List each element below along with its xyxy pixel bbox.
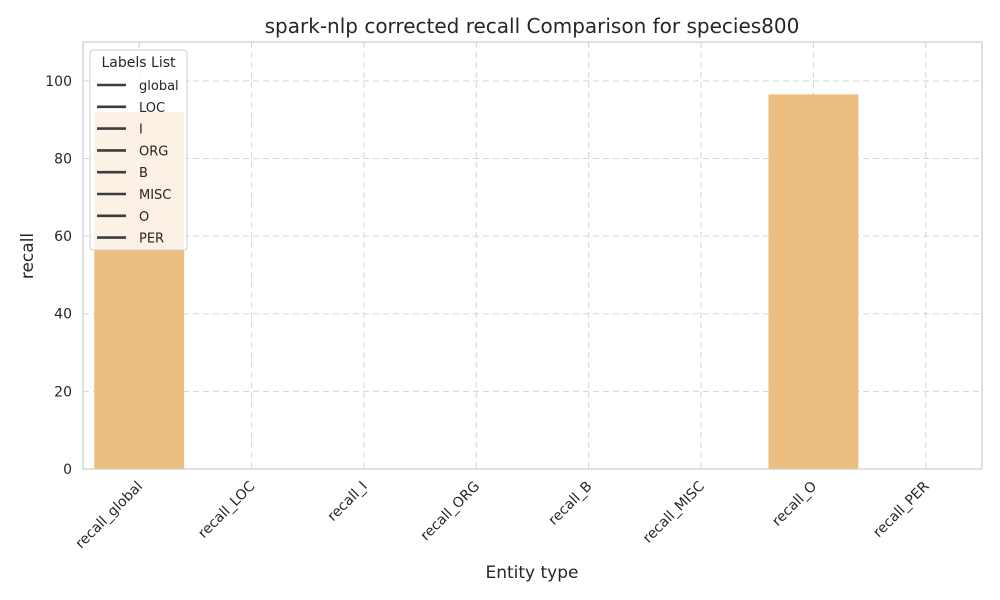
legend: Labels List global LOC I ORG B MISC O PER [89, 49, 188, 251]
bar-recall_O [768, 94, 859, 470]
y-axis-label: recall [18, 233, 38, 279]
legend-entry: O [139, 210, 149, 225]
legend-entry: B [139, 166, 148, 181]
y-tick-label: 100 [45, 74, 72, 90]
y-tick-label: 40 [54, 307, 72, 323]
y-tick-label: 60 [54, 229, 72, 245]
y-tick-label: 0 [63, 462, 72, 478]
axes-frame [82, 41, 983, 470]
legend-box [89, 49, 188, 251]
y-tick-label: 20 [54, 384, 72, 400]
legend-entry: LOC [139, 101, 165, 116]
legend-entry: I [139, 123, 143, 138]
legend-entry: MISC [139, 188, 171, 203]
x-axis-label: Entity type [485, 563, 578, 583]
legend-title: Labels List [102, 55, 176, 71]
legend-entry: ORG [139, 144, 168, 159]
legend-entry: global [139, 79, 179, 94]
chart-title: spark-nlp corrected recall Comparison fo… [265, 14, 800, 38]
legend-entry: PER [139, 232, 164, 247]
y-tick-label: 80 [54, 151, 72, 167]
